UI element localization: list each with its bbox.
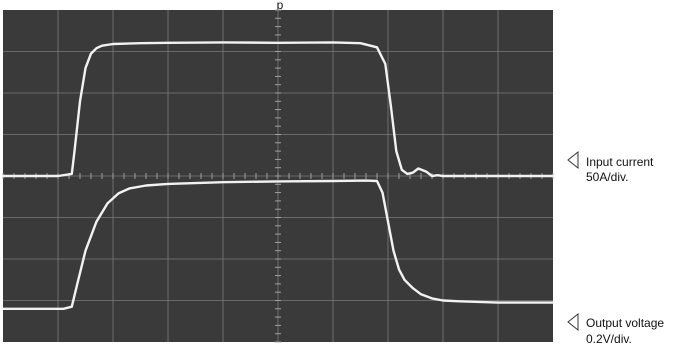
top-caption: p: [277, 0, 284, 12]
input-current-marker-icon: [567, 150, 579, 170]
trace-series-1: [1, 41, 555, 178]
output-voltage-label: Output voltage: [586, 316, 664, 330]
input-current-label: Input current: [586, 155, 654, 169]
trace-layer: [1, 41, 555, 310]
grid-layer: [2, 9, 554, 343]
output-voltage-marker-icon: [567, 312, 579, 332]
input-current-scale: 50A/div.: [586, 170, 628, 184]
output-voltage-scale: 0.2V/div.: [586, 332, 632, 346]
trace-series-2: [1, 179, 555, 310]
